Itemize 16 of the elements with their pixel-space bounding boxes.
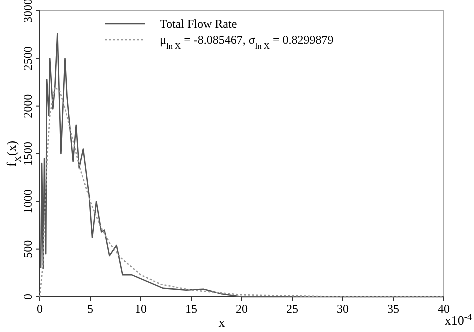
x-axis-title: x [218,315,226,330]
y-tick-label: 2000 [21,94,35,118]
x-tick-label: 35 [388,302,400,316]
x-tick-label: 5 [88,302,94,316]
legend-label: μ$_{ln X}$ = -8.085467, σ$_{ln X}$ = 0.8299879 [160,33,334,50]
x-tick-label: 15 [186,302,198,316]
y-tick-label: 1000 [21,190,35,214]
legend-label: Total Flow Rate [160,17,238,31]
y-tick-label: 500 [21,240,35,258]
x-tick-label: 25 [286,302,298,316]
x-tick-label: 30 [337,302,349,316]
x-tick-label: 10 [135,302,147,316]
y-tick-label: 0 [21,294,35,300]
x-tick-label: 20 [236,302,248,316]
y-tick-label: 2500 [21,46,35,71]
y-tick-label: 1500 [21,142,35,166]
